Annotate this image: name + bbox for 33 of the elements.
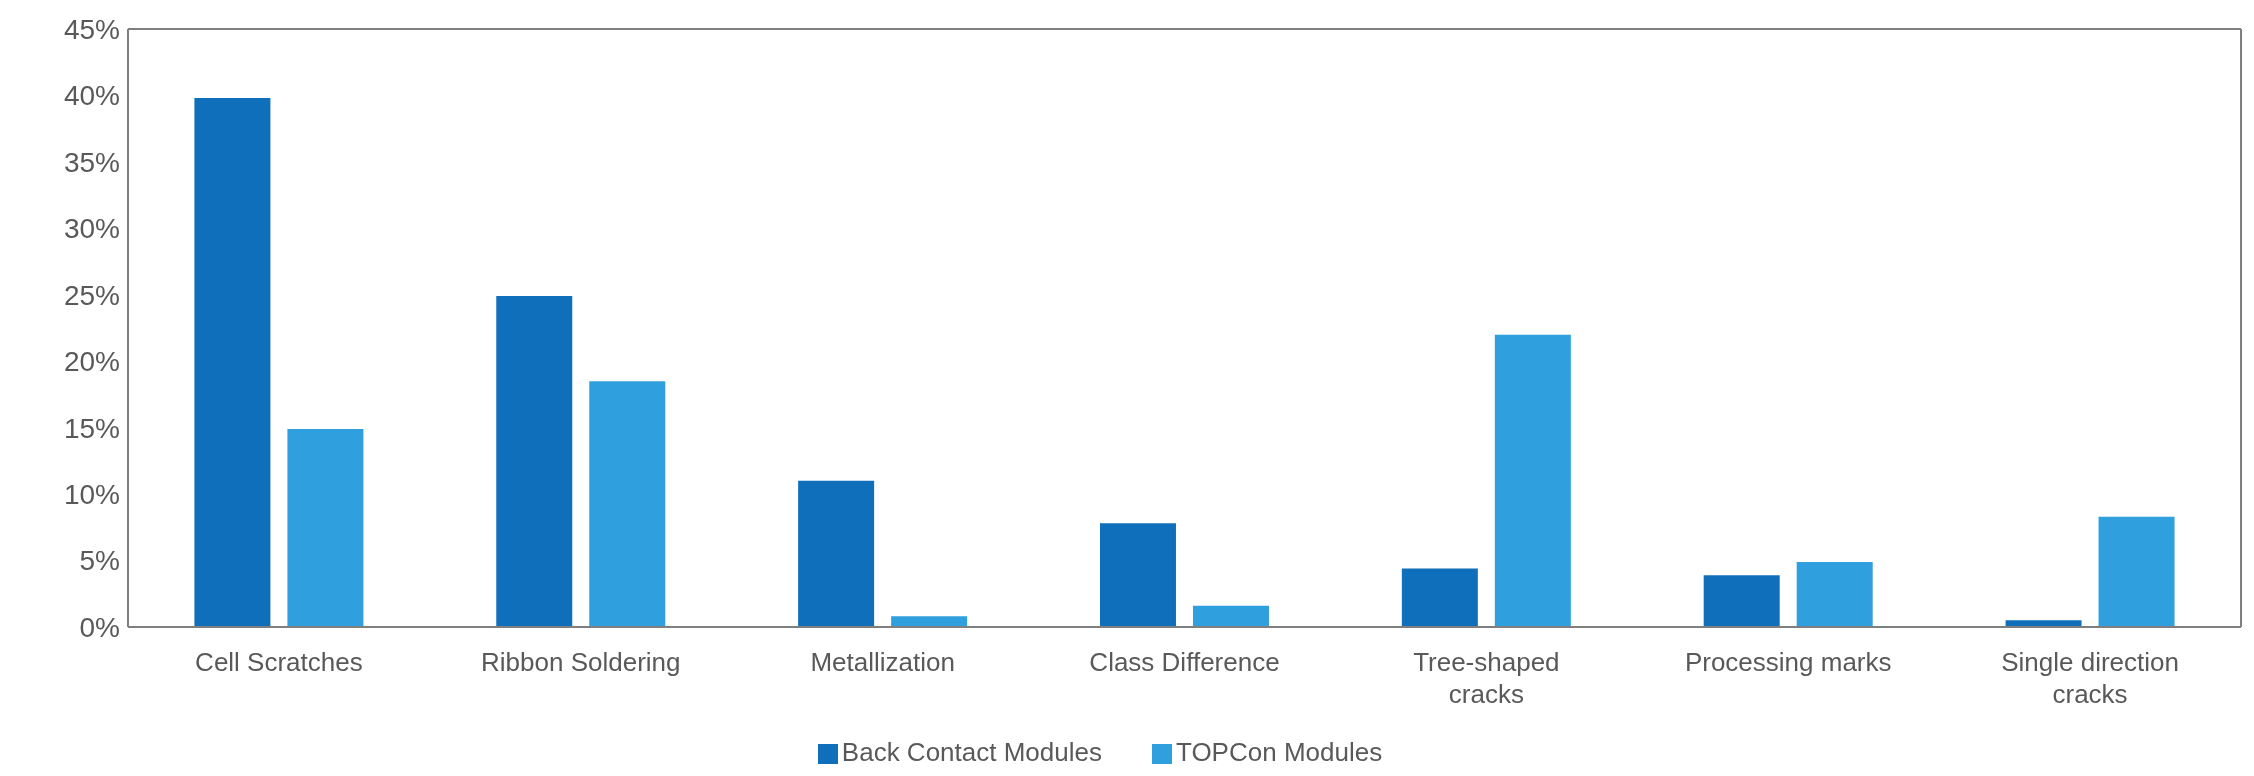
x-tick-label: Single direction cracks: [2001, 647, 2179, 709]
bar: [891, 616, 968, 627]
y-tick-label: 35%: [63, 146, 120, 178]
bar: [589, 381, 666, 627]
legend-label: Back Contact Modules: [841, 737, 1102, 767]
y-tick-label: 30%: [63, 213, 120, 245]
bar: [194, 98, 271, 627]
bar: [287, 429, 364, 627]
y-tick-label: 5%: [79, 545, 120, 577]
bar: [1401, 568, 1478, 627]
legend-label: TOPCon Modules: [1175, 737, 1383, 767]
bar: [1099, 523, 1176, 627]
y-tick-label: 10%: [63, 479, 120, 511]
bar: [496, 296, 573, 627]
y-tick-label: 45%: [63, 13, 120, 45]
bar: [1703, 575, 1780, 627]
y-tick-label: 40%: [63, 80, 120, 112]
y-tick-label: 20%: [63, 346, 120, 378]
y-tick-label: 0%: [79, 611, 120, 643]
x-tick-label: Class Difference: [1089, 647, 1280, 677]
bar: [2005, 620, 2082, 627]
bar: [1494, 334, 1571, 627]
x-tick-label: Tree-shaped cracks: [1413, 647, 1560, 709]
x-tick-label: Metallization: [810, 647, 955, 677]
x-tick-label: Ribbon Soldering: [481, 647, 681, 677]
bar: [798, 480, 875, 627]
bar: [1192, 605, 1269, 627]
x-tick-label: Cell Scratches: [195, 647, 363, 677]
y-tick-label: 15%: [63, 412, 120, 444]
bar: [2098, 516, 2175, 627]
bar: [1796, 561, 1873, 627]
y-tick-label: 25%: [63, 279, 120, 311]
x-tick-label: Processing marks: [1684, 647, 1892, 677]
